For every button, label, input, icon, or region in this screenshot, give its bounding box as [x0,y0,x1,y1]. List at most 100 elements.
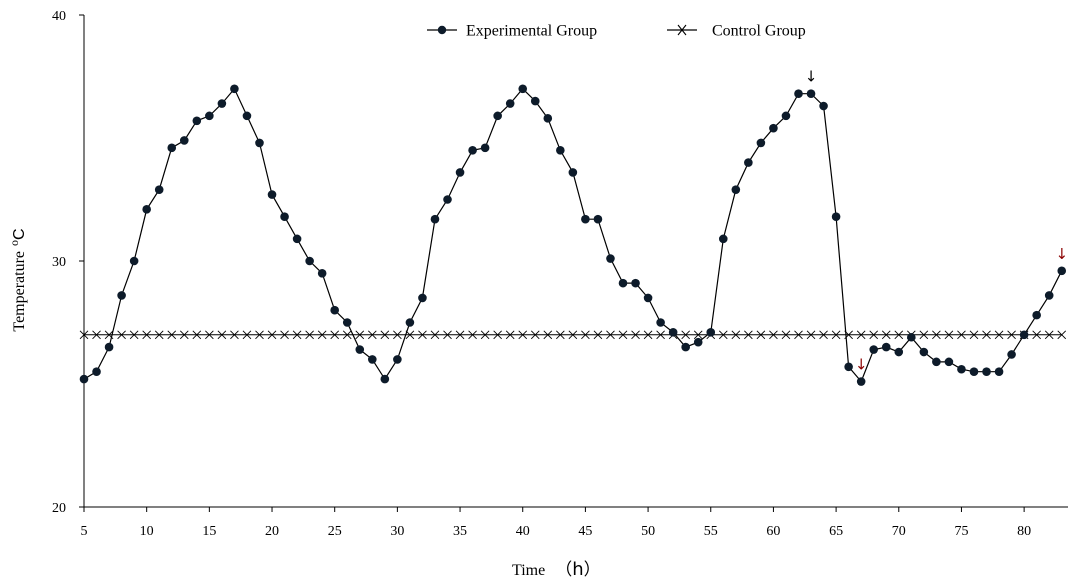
control-point [919,330,929,340]
control-point [380,330,390,340]
experimental-point [643,293,653,303]
x-tick-label: 65 [829,524,843,539]
x-tick-label: 25 [328,524,342,539]
control-point [154,330,164,340]
experimental-point [405,318,415,327]
control-point [305,330,314,340]
experimental-point [932,357,941,367]
control-point [79,330,89,340]
y-tick-label: 20 [52,501,66,516]
experimental-point [831,212,841,222]
control-point [769,330,778,340]
experimental-point [894,347,904,357]
y-axis-title: Temperature oC [7,228,28,331]
experimental-group-series [79,84,1067,386]
experimental-point [681,342,690,352]
experimental-point [881,342,891,352]
experimental-point [744,158,753,167]
experimental-point [907,332,916,342]
experimental-point [1032,310,1041,320]
control-point [693,330,703,340]
experimental-point [230,84,239,94]
experimental-point [543,114,553,123]
y-tick-label: 40 [52,9,66,24]
x-tick-label: 30 [390,524,404,539]
x-tick-label: 45 [578,524,592,539]
control-point [957,330,966,340]
control-point [468,330,477,340]
control-point [631,330,640,340]
x-tick-label: 70 [892,524,906,539]
experimental-point [706,328,716,337]
control-point [330,330,340,340]
control-point [342,330,352,340]
control-point [192,330,202,340]
control-point [418,330,427,340]
experimental-point [217,99,227,108]
experimental-point [731,185,741,194]
annotations: ↓ ↓ ↓ [805,68,1068,374]
control-point [869,330,879,340]
experimental-point [305,256,314,266]
control-point [267,330,277,340]
control-point [92,330,101,340]
control-point [606,330,615,340]
control-point [443,330,452,340]
experimental-point [79,374,89,384]
control-point [994,330,1004,340]
experimental-point [957,364,966,374]
x-axis-unit: h [572,559,583,579]
control-point [179,330,189,340]
experimental-point [668,328,678,337]
control-point [367,330,377,340]
experimental-point [380,374,390,384]
legend-label-control: Control Group [712,23,806,40]
control-point [794,330,803,340]
tick-labels: 5 10 15 20 25 30 35 40 45 50 55 60 65 70 75 80 20 30 40 [52,9,1031,539]
control-point [530,330,540,340]
control-point [1007,330,1016,340]
experimental-point [468,146,477,155]
control-point [932,330,941,340]
x-tick-label: 80 [1017,524,1031,539]
control-point [944,330,954,340]
experimental-point [844,362,853,372]
experimental-point [769,123,778,133]
legend: Experimental Group Control Group [427,23,806,40]
experimental-point [869,345,879,354]
control-point [806,330,816,340]
control-point [455,330,465,340]
experimental-point [1007,350,1016,359]
experimental-point [819,101,828,111]
x-tick-label: 60 [766,524,780,539]
experimental-point [568,168,578,177]
control-point [142,330,151,340]
experimental-point [368,355,377,364]
experimental-point [994,367,1004,377]
x-axis-paren-close: ） [584,560,601,579]
annotation-arrow: ↓ [805,68,818,86]
experimental-point [267,190,277,199]
control-point [292,330,302,340]
experimental-point [1057,266,1067,276]
experimental-point [756,138,766,148]
control-point [656,330,665,340]
x-tick-label: 75 [954,524,968,539]
x-tick-label: 35 [453,524,467,539]
control-point [1032,330,1041,340]
experimental-point [192,116,202,126]
control-point [230,330,239,340]
x-tick-label: 15 [202,524,216,539]
experimental-point [443,195,452,204]
legend-marker-circle [437,25,447,35]
x-tick-label: 20 [265,524,279,539]
experimental-point [355,345,365,354]
x-tick-label: 5 [81,524,88,539]
control-point [618,330,628,340]
control-point [317,330,327,340]
control-point [568,330,578,340]
control-point [756,330,766,340]
control-point [205,330,214,340]
control-point [355,330,365,340]
